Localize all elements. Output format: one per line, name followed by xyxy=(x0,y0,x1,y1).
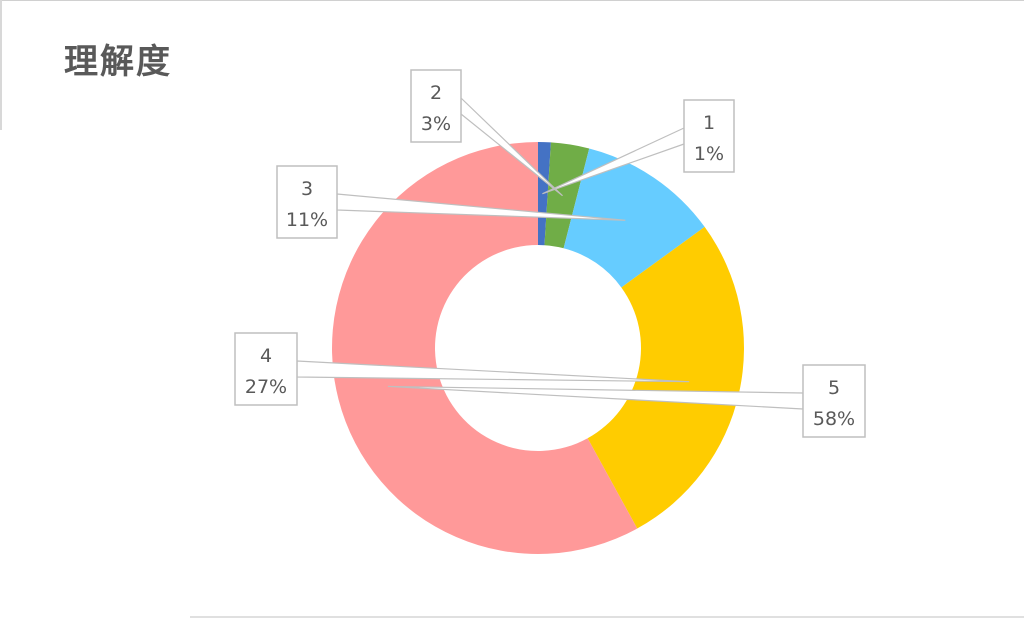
data-label-category: 3 xyxy=(301,178,313,200)
chart-frame-left-border xyxy=(0,0,2,130)
data-label-percent: 11% xyxy=(286,209,328,231)
data-label-box-5 xyxy=(802,364,866,438)
data-label-box-3 xyxy=(276,165,338,239)
data-label-box-1 xyxy=(683,99,735,173)
chart-title: 理解度 xyxy=(64,42,172,82)
data-label-percent: 27% xyxy=(245,376,287,398)
doughnut-slices xyxy=(332,142,744,554)
chart-frame-bottom-border xyxy=(190,616,1024,618)
data-label-percent: 1% xyxy=(694,143,724,165)
data-label-percent: 3% xyxy=(421,113,451,135)
slice-5 xyxy=(332,142,638,554)
data-label-box-4 xyxy=(234,332,298,406)
data-labels: 11%23%311%427% 558% xyxy=(234,69,866,438)
data-label-box-2 xyxy=(410,69,462,143)
data-label-category: 5 xyxy=(828,377,840,399)
data-label-category: 1 xyxy=(703,112,715,134)
chart-frame-top-border xyxy=(0,0,1024,1)
data-label-percent: 58% xyxy=(813,408,855,430)
slice-2 xyxy=(544,142,590,249)
data-label-category: 4 xyxy=(260,345,272,367)
slice-4 xyxy=(587,226,744,529)
data-label-category: 2 xyxy=(430,82,442,104)
slice-3 xyxy=(563,148,705,288)
